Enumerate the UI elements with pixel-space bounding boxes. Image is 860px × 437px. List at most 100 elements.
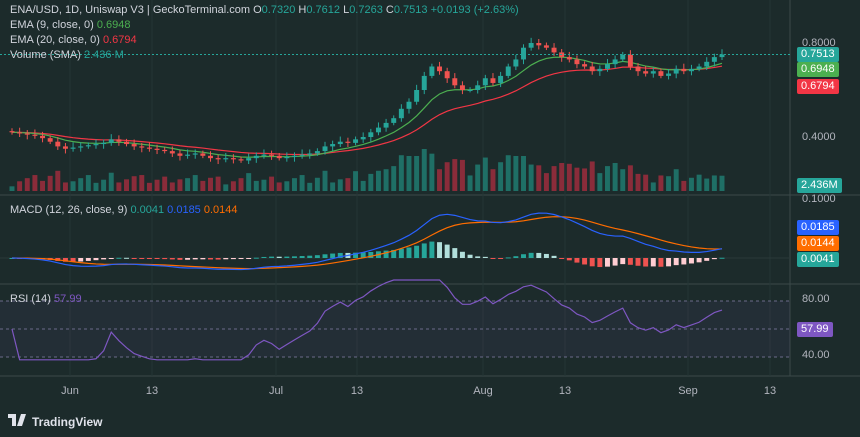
macd-hist-bar xyxy=(322,254,328,258)
candle-body xyxy=(704,61,710,67)
volume-bar xyxy=(177,179,183,191)
candle-body xyxy=(238,159,244,161)
candle-body xyxy=(253,155,259,159)
macd-hist-bar xyxy=(353,252,359,258)
volume-bar xyxy=(116,182,122,191)
volume-bar xyxy=(688,177,694,191)
ema20-legend[interactable]: EMA (20, close, 0) 0.6794 xyxy=(10,34,137,47)
candle-body xyxy=(330,144,336,147)
price-tick-0.4: 0.4000 xyxy=(802,131,836,143)
macd-hist-bar xyxy=(421,243,427,258)
macd-hist-bar xyxy=(437,242,443,258)
macd-hist-bar xyxy=(215,258,221,260)
volume-bar xyxy=(62,182,68,191)
rsi-legend[interactable]: RSI (14) 57.99 xyxy=(10,293,82,306)
volume-bar xyxy=(337,179,343,191)
macd-hist-bar xyxy=(185,258,191,260)
macd-hist-bar xyxy=(269,256,275,258)
volume-bar xyxy=(521,156,526,191)
volume-bar xyxy=(566,163,572,191)
macd-hist-bar xyxy=(711,258,717,260)
macd-hist-bar xyxy=(459,251,465,258)
volume-bar xyxy=(582,168,588,191)
close-value: 0.7513 xyxy=(393,4,428,16)
volume-value: 2.436 M xyxy=(83,49,124,61)
volume-bar xyxy=(414,156,420,191)
rsi-label: RSI (14) xyxy=(10,293,51,305)
volume-legend[interactable]: Volume (SMA) 2.436 M xyxy=(10,49,124,62)
macd-hist-bar xyxy=(78,258,84,262)
volume-bar xyxy=(307,182,313,191)
macd-hist-bar xyxy=(253,257,259,259)
candle-body xyxy=(398,108,404,119)
macd-hist-bar xyxy=(162,258,168,260)
volume-bar xyxy=(9,186,15,191)
change-value: +0.0193 (+2.63%) xyxy=(430,4,519,16)
macd-hist-bar xyxy=(681,258,687,265)
volume-label: Volume (SMA) xyxy=(10,49,81,61)
candle-body xyxy=(78,146,84,148)
macd-hist-bar xyxy=(528,252,534,258)
volume-bar xyxy=(444,162,450,191)
ema9-label: EMA (9, close, 0) xyxy=(10,19,94,31)
candle-body xyxy=(437,66,443,72)
candle-body xyxy=(108,139,114,143)
macd-hist-bar xyxy=(146,258,152,259)
volume-bar xyxy=(78,178,84,191)
x-tick-jun13: 13 xyxy=(145,385,159,397)
volume-bar xyxy=(383,169,389,191)
ema20-label: EMA (20, close, 0) xyxy=(10,34,100,46)
macd-tick: 0.1000 xyxy=(802,193,836,205)
candle-body xyxy=(55,141,61,147)
volume-bar xyxy=(215,176,221,191)
volume-bar xyxy=(330,182,336,191)
macd-hist-bar xyxy=(223,258,229,260)
macd-hist-bar xyxy=(192,258,198,260)
macd-hist-bar xyxy=(566,258,572,261)
macd-hist-bar xyxy=(505,257,511,259)
macd-hist-bar xyxy=(688,258,694,264)
ema9-legend[interactable]: EMA (9, close, 0) 0.6948 xyxy=(10,19,130,32)
candle-body xyxy=(269,154,275,156)
symbol-title: ENA/USD, 1D, Uniswap V3 | GeckoTerminal.… xyxy=(10,4,251,16)
macd-hist-bar xyxy=(85,258,91,261)
candle-body xyxy=(185,154,191,156)
volume-bar xyxy=(139,175,145,191)
volume-bar xyxy=(658,175,664,191)
macd-hist-bar xyxy=(643,258,649,267)
macd-hist-bar xyxy=(582,258,588,265)
tradingview-logo[interactable]: TradingView xyxy=(8,414,102,429)
macd-hist-bar xyxy=(543,253,549,258)
volume-bar xyxy=(276,182,282,191)
candle-body xyxy=(131,144,137,147)
volume-bar xyxy=(574,167,580,191)
macd-hist-bar xyxy=(406,247,412,258)
volume-bar xyxy=(681,180,687,191)
x-tick-aug13: 13 xyxy=(558,385,572,397)
low-value: 0.7263 xyxy=(349,4,383,16)
volume-bar xyxy=(406,156,412,191)
volume-bar xyxy=(505,155,511,191)
macd-hist-bar xyxy=(93,258,99,261)
candle-body xyxy=(498,75,504,83)
candle-body xyxy=(101,142,107,145)
macd-hist-bar xyxy=(139,258,145,259)
volume-bar xyxy=(612,163,618,191)
close-label: C xyxy=(385,4,394,16)
candle-body xyxy=(620,54,626,60)
macd-hist-bar xyxy=(314,255,320,258)
macd-legend[interactable]: MACD (12, 26, close, 9) 0.0041 0.0185 0.… xyxy=(10,204,238,217)
volume-bar xyxy=(459,159,465,191)
low-label: L xyxy=(343,4,350,16)
volume-bar xyxy=(108,172,114,191)
volume-bar xyxy=(635,173,641,191)
candle-body xyxy=(696,66,702,69)
candle-body xyxy=(505,66,511,76)
ema9-value: 0.6948 xyxy=(96,19,131,31)
tradingview-icon xyxy=(8,414,28,429)
macd-hist-bar xyxy=(154,258,160,259)
high-value: 0.7612 xyxy=(306,4,340,16)
candle-body xyxy=(177,153,183,156)
ema9-line xyxy=(11,56,723,158)
